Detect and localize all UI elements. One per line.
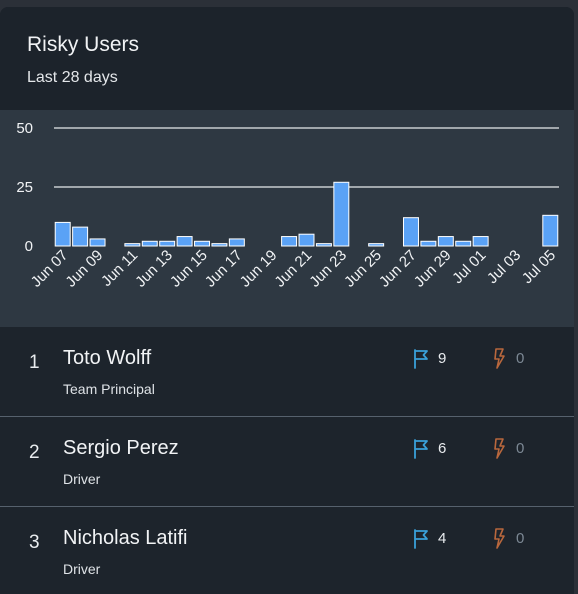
user-name[interactable]: Toto Wolff	[63, 347, 152, 369]
incident-count: 0	[516, 440, 525, 457]
bar-jun-21	[298, 233, 315, 247]
flag-count: 9	[438, 350, 447, 367]
x-tick-label: Jun 17	[202, 247, 246, 291]
bar-jun-27	[402, 217, 419, 247]
y-tick-label: 25	[16, 179, 33, 196]
bar-jun-23	[333, 181, 350, 247]
user-role: Driver	[63, 471, 101, 487]
card-subtitle: Last 28 days	[27, 69, 118, 86]
bar-jun-14	[176, 236, 193, 247]
incident-count: 0	[516, 350, 525, 367]
x-tick-label: Jun 25	[341, 247, 385, 291]
x-tick-label: Jun 07	[28, 247, 72, 291]
risky-users-list: 1 Toto Wolff Team Principal 9 0 2 Sergio…	[0, 327, 574, 594]
bar-jul-05	[542, 214, 559, 247]
bar-jun-20	[281, 236, 298, 247]
user-rank: 2	[29, 442, 40, 463]
x-tick-label: Jun 09	[62, 247, 106, 291]
x-tick-label: Jun 27	[376, 247, 420, 291]
bar-jun-15	[194, 240, 211, 247]
user-role: Team Principal	[63, 381, 155, 397]
x-tick-label: Jun 29	[411, 247, 455, 291]
incident-count: 0	[516, 530, 525, 547]
bar-jun-12	[141, 240, 158, 247]
bar-jun-08	[72, 226, 89, 247]
user-rank: 1	[29, 352, 40, 373]
x-tick-label: Jul 05	[519, 247, 559, 287]
bar-jun-07	[54, 221, 71, 247]
user-row-1[interactable]: 1 Toto Wolff Team Principal 9 0	[0, 327, 574, 416]
bar-jun-29	[437, 236, 454, 247]
x-tick-label: Jul 03	[484, 247, 524, 287]
x-tick-label: Jun 19	[237, 247, 281, 291]
lightning-icon	[494, 438, 505, 459]
flag-count: 6	[438, 440, 447, 457]
lightning-icon	[494, 528, 505, 549]
user-row-2[interactable]: 2 Sergio Perez Driver 6 0	[0, 416, 574, 506]
bar-jun-25	[368, 243, 385, 247]
user-rank: 3	[29, 532, 40, 553]
bar-jul-01	[472, 236, 489, 247]
bar-jun-16	[211, 243, 228, 247]
x-tick-label: Jun 15	[167, 247, 211, 291]
x-tick-label: Jun 23	[306, 247, 350, 291]
risky-users-card: Risky Users Last 28 days 0 25 50 Jun 07 Jun …	[0, 7, 574, 594]
card-title: Risky Users	[27, 33, 140, 56]
user-name[interactable]: Sergio Perez	[63, 437, 179, 459]
bar-jun-30	[455, 240, 472, 247]
x-tick-label: Jul 01	[449, 247, 489, 287]
bar-jun-28	[420, 240, 437, 247]
bar-jun-09	[89, 238, 106, 247]
flag-icon	[414, 529, 428, 549]
risky-users-chart: 0 25 50 Jun 07 Jun 09 Jun 11 Jun 13 Jun 15 Jun 1…	[0, 110, 574, 327]
bar-jun-17	[228, 238, 245, 247]
user-name[interactable]: Nicholas Latifi	[63, 527, 188, 549]
lightning-icon	[494, 348, 505, 369]
x-tick-label: Jun 11	[98, 247, 141, 290]
y-tick-label: 50	[16, 120, 33, 137]
flag-icon	[414, 439, 428, 459]
y-tick-label: 0	[25, 238, 33, 255]
flag-count: 4	[438, 530, 447, 547]
bar-jun-22	[315, 243, 332, 247]
x-tick-label: Jun 13	[132, 247, 176, 291]
user-role: Driver	[63, 561, 101, 577]
flag-icon	[414, 349, 428, 369]
user-row-3[interactable]: 3 Nicholas Latifi Driver 4 0	[0, 506, 574, 594]
x-tick-label: Jun 21	[271, 247, 315, 291]
card-header: Risky Users Last 28 days	[0, 7, 574, 110]
bar-jun-13	[159, 240, 176, 247]
bar-jun-11	[124, 243, 141, 247]
